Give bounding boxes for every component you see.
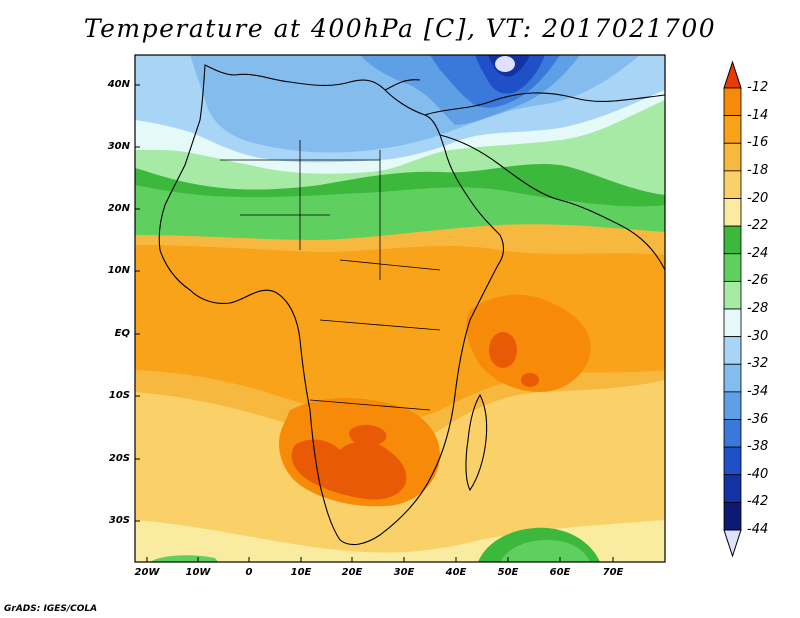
colorbar-block — [723, 419, 742, 448]
colorbar-block — [723, 87, 742, 117]
colorbar-label: -44 — [747, 522, 769, 537]
warm-spot-east — [489, 332, 517, 368]
cold-core-center — [495, 56, 515, 72]
colorbar-label: -26 — [747, 273, 769, 289]
lat-label-30n: 30N — [107, 141, 130, 152]
lon-label-70e: 70E — [602, 567, 624, 578]
colorbar-label: -30 — [747, 328, 769, 344]
colorbar-label: -28 — [747, 301, 769, 316]
colorbar-block — [723, 115, 742, 144]
colorbar-label: -34 — [747, 383, 769, 399]
lon-label-0: 0 — [245, 567, 253, 578]
colorbar-label: -18 — [747, 162, 769, 178]
colorbar-label: -14 — [747, 107, 769, 123]
colorbar-block — [723, 198, 742, 227]
colorbar-label: -36 — [747, 411, 769, 427]
lat-label-10s: 10S — [108, 390, 130, 401]
colorbar-label: -38 — [747, 439, 769, 455]
zone-orange-east — [466, 294, 591, 392]
lon-label-50e: 50E — [497, 567, 519, 578]
colorbar-label: -20 — [747, 190, 769, 206]
colorbar-label: -12 — [747, 80, 769, 95]
colorbar-block — [723, 280, 742, 310]
colorbar-block — [723, 253, 742, 282]
colorbar-block — [723, 446, 742, 476]
colorbar — [723, 60, 742, 558]
colorbar-bottom-arrow — [723, 529, 742, 558]
colorbar-block — [723, 225, 742, 255]
africa-outline — [158, 64, 505, 546]
map-title: Temperature at 400hPa [C], VT: 201702170… — [83, 14, 717, 43]
axis-ticks — [135, 84, 614, 562]
zone-light-orange — [135, 245, 665, 420]
colorbar-block — [723, 501, 742, 531]
lat-label-10n: 10N — [107, 265, 130, 276]
colorbar-block — [723, 391, 742, 420]
lat-label-20s: 20S — [108, 453, 130, 464]
colorbar-label: -16 — [747, 135, 769, 151]
lon-label-10e: 10E — [290, 567, 312, 578]
colorbar-block — [723, 474, 742, 503]
lat-label-40n: 40N — [107, 79, 130, 90]
zone-green-southwest — [150, 555, 218, 562]
colorbar-top-arrow — [723, 60, 742, 89]
zone-mid-green-south — [500, 540, 590, 562]
country-borders — [220, 140, 441, 411]
lon-label-30e: 30E — [393, 567, 415, 578]
asia-coast — [424, 92, 665, 116]
lon-label-20w: 20W — [134, 567, 160, 578]
lat-label-20n: 20N — [107, 203, 130, 214]
warm-spot-south-2 — [349, 424, 387, 446]
colorbar-label: -42 — [747, 494, 769, 510]
colorbar-block — [723, 142, 742, 172]
credit-text: GrADS: IGES/COLA — [4, 604, 98, 614]
lon-label-40e: 40E — [445, 567, 467, 578]
colorbar-block — [723, 308, 742, 338]
mediterranean-coast — [384, 79, 421, 91]
lat-label-eq: EQ — [114, 328, 130, 339]
colorbar-label: -40 — [747, 466, 769, 482]
colorbar-label: -24 — [747, 245, 769, 261]
temperature-field — [135, 55, 665, 562]
colorbar-label: -22 — [747, 218, 769, 234]
lon-label-60e: 60E — [549, 567, 571, 578]
colorbar-block — [723, 363, 742, 393]
map-frame — [134, 54, 666, 563]
colorbar-block — [723, 336, 742, 365]
coastlines — [158, 64, 665, 546]
warm-spot-east-2 — [521, 373, 539, 387]
madagascar-outline — [465, 393, 488, 492]
lat-label-30s: 30S — [108, 515, 130, 526]
lon-label-10w: 10W — [185, 567, 211, 578]
arabia-coast — [439, 134, 665, 271]
lon-label-20e: 20E — [341, 567, 363, 578]
colorbar-label: -32 — [747, 356, 769, 372]
colorbar-block — [723, 170, 742, 199]
